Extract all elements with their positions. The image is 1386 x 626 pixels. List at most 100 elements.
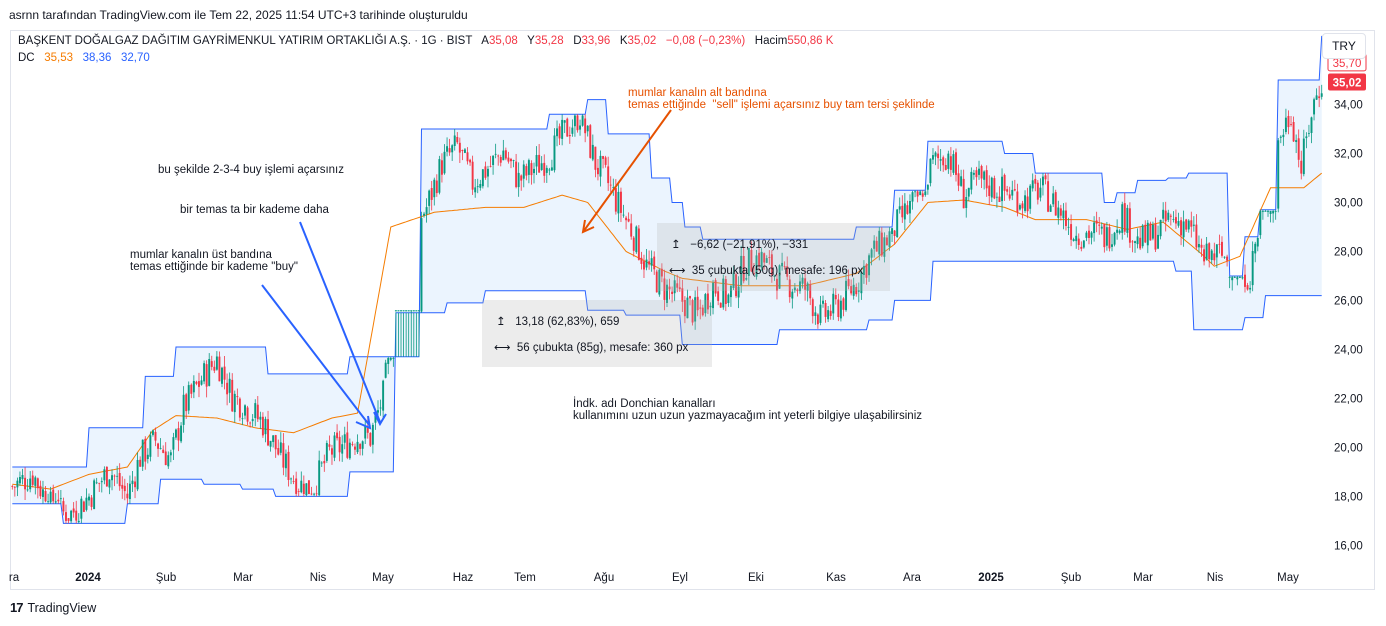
candle bbox=[1139, 226, 1142, 251]
candle bbox=[359, 442, 362, 456]
x-tick-label: May bbox=[372, 572, 394, 584]
candle bbox=[205, 360, 208, 398]
candle bbox=[709, 302, 712, 316]
candle bbox=[776, 274, 778, 300]
candle bbox=[1213, 242, 1216, 266]
candle bbox=[1011, 180, 1014, 201]
candle bbox=[527, 158, 530, 184]
candle bbox=[116, 465, 119, 484]
measure-box-1[interactable]: ↥ 13,18 (62,83%), 659 ⟷ 56 çubukta (85g)… bbox=[482, 300, 712, 367]
candle bbox=[778, 264, 781, 289]
candle bbox=[251, 414, 254, 427]
candle bbox=[960, 169, 963, 187]
x-tick-label: Eyl bbox=[672, 572, 688, 584]
candle bbox=[126, 483, 129, 504]
candle bbox=[13, 486, 16, 497]
candle bbox=[343, 426, 346, 450]
candle bbox=[553, 128, 556, 173]
candle bbox=[1128, 202, 1131, 248]
candle bbox=[765, 255, 768, 264]
candle bbox=[640, 251, 643, 270]
candle bbox=[908, 194, 911, 224]
y-tick-label: 24,00 bbox=[1334, 344, 1363, 356]
candle bbox=[174, 428, 177, 440]
candle bbox=[1024, 190, 1027, 213]
candle bbox=[1251, 241, 1254, 292]
candle bbox=[402, 310, 405, 357]
donchian-lower-band bbox=[12, 260, 1322, 524]
candle bbox=[822, 295, 824, 308]
price-axis[interactable]: 16,00 18,00 20,00 22,00 24,00 26,00 28,00 30,00… bbox=[1334, 50, 1363, 552]
candle bbox=[676, 274, 679, 293]
candle bbox=[1241, 275, 1244, 280]
x-tick-label: Şub bbox=[156, 572, 176, 584]
y-tick-label: 26,00 bbox=[1334, 295, 1363, 307]
candle bbox=[1290, 116, 1292, 127]
candle bbox=[95, 477, 98, 485]
candle bbox=[492, 155, 495, 175]
tradingview-brand[interactable]: 17 TradingView bbox=[10, 600, 96, 615]
candle bbox=[1093, 216, 1096, 242]
candle bbox=[297, 488, 300, 497]
candle bbox=[77, 513, 80, 524]
price-tags: 35,70 35,02 bbox=[1327, 53, 1367, 91]
candle bbox=[1177, 212, 1180, 228]
candle bbox=[995, 192, 998, 208]
candle bbox=[111, 469, 113, 491]
candle bbox=[1313, 97, 1316, 121]
candle bbox=[901, 195, 904, 223]
candle bbox=[382, 379, 385, 418]
candle bbox=[911, 190, 914, 210]
candle bbox=[924, 190, 927, 197]
candle bbox=[660, 263, 663, 283]
candle bbox=[1044, 173, 1047, 185]
candle bbox=[287, 445, 290, 487]
candle bbox=[223, 356, 226, 390]
candle bbox=[75, 500, 78, 524]
candle bbox=[970, 167, 973, 195]
candle bbox=[898, 197, 901, 214]
candle bbox=[732, 266, 735, 290]
candle bbox=[852, 277, 855, 300]
candle bbox=[839, 295, 842, 322]
candle bbox=[226, 373, 229, 406]
candle bbox=[151, 429, 154, 437]
currency-button[interactable]: TRY bbox=[1322, 33, 1366, 59]
buy-arrow-head-2 bbox=[373, 411, 387, 427]
indicator-legend[interactable]: DC 35,53 38,36 32,70 bbox=[18, 52, 150, 64]
candle bbox=[221, 366, 223, 388]
candle bbox=[351, 441, 354, 447]
candle bbox=[998, 186, 1001, 202]
candle bbox=[847, 269, 850, 290]
candle bbox=[706, 283, 709, 315]
candle bbox=[1154, 217, 1157, 252]
x-tick-label: Nis bbox=[310, 572, 327, 584]
candle bbox=[1238, 275, 1241, 278]
annotation-buy-rule: mumlar kanalın üst bandına temas ettiğin… bbox=[130, 249, 298, 273]
candle bbox=[103, 466, 106, 485]
candle bbox=[131, 470, 134, 493]
candle bbox=[668, 278, 671, 300]
candle bbox=[1277, 137, 1280, 213]
candle bbox=[128, 475, 131, 504]
candle bbox=[811, 297, 814, 324]
candle bbox=[993, 175, 996, 200]
time-axis[interactable]: ra 2024 Şub Mar Nis May Haz Tem Ağu Eyl Eki Kas Ara 2… bbox=[9, 572, 1299, 584]
candle bbox=[479, 179, 482, 191]
candle bbox=[799, 274, 801, 294]
candle bbox=[423, 211, 426, 218]
candle bbox=[617, 181, 620, 222]
candle bbox=[264, 416, 267, 443]
candle bbox=[1195, 214, 1198, 251]
candle bbox=[261, 412, 264, 438]
candle bbox=[453, 128, 456, 151]
sell-arrow bbox=[582, 109, 672, 233]
y-tick-label: 28,00 bbox=[1334, 246, 1363, 258]
candle bbox=[249, 421, 252, 428]
measure-box-2[interactable]: ↥ −6,62 (−21,91%), −331 ⟷ 35 çubukta (50… bbox=[657, 223, 890, 291]
candle bbox=[689, 295, 691, 306]
candle bbox=[666, 279, 668, 308]
candle bbox=[581, 114, 584, 127]
candle bbox=[346, 421, 349, 460]
